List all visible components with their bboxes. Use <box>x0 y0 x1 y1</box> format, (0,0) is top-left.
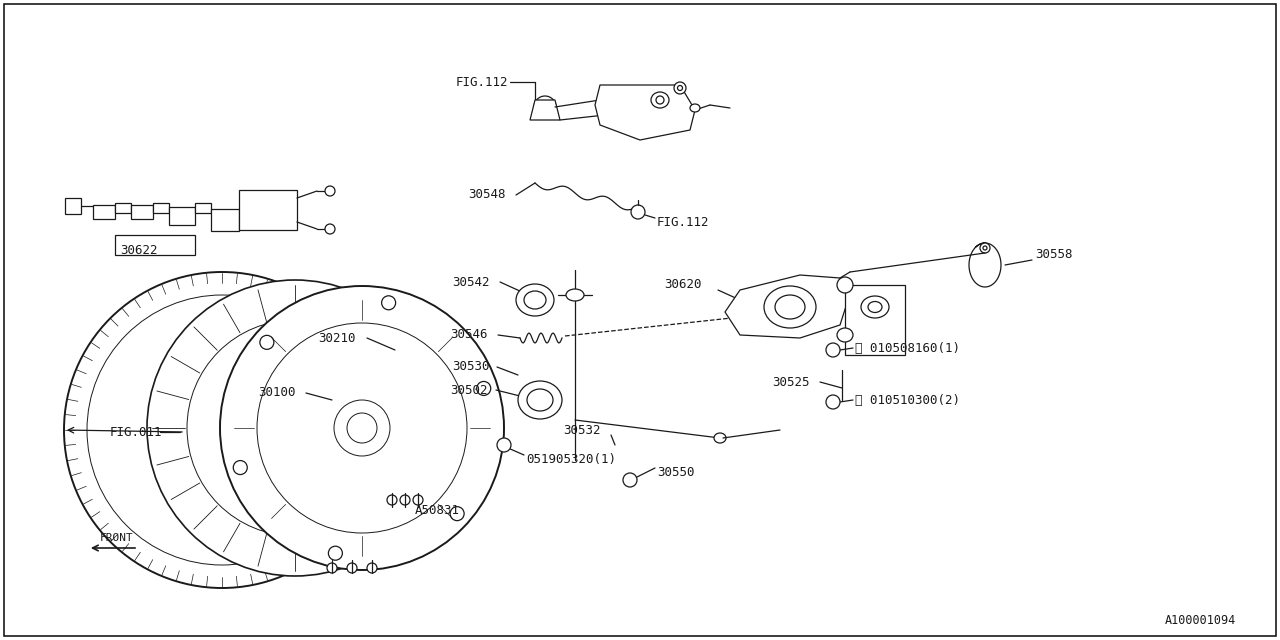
Circle shape <box>325 224 335 234</box>
Ellipse shape <box>764 286 817 328</box>
Bar <box>211 209 239 231</box>
Circle shape <box>257 323 467 533</box>
Ellipse shape <box>527 389 553 411</box>
Circle shape <box>399 495 410 505</box>
Circle shape <box>204 412 241 448</box>
Text: FRONT: FRONT <box>100 533 133 543</box>
Circle shape <box>347 413 378 443</box>
Text: FIG.112: FIG.112 <box>657 216 709 228</box>
Circle shape <box>220 286 504 570</box>
Ellipse shape <box>714 433 726 443</box>
Text: Ⓑ 010510300(2): Ⓑ 010510300(2) <box>855 394 960 406</box>
Text: A100001094: A100001094 <box>1165 614 1236 627</box>
Text: FIG.112: FIG.112 <box>456 76 508 88</box>
Circle shape <box>268 400 323 456</box>
Circle shape <box>166 375 276 485</box>
Circle shape <box>387 495 397 505</box>
Bar <box>115 235 195 255</box>
Text: Ⓑ 010508160(1): Ⓑ 010508160(1) <box>855 342 960 355</box>
Circle shape <box>326 563 337 573</box>
Text: A50831: A50831 <box>415 504 460 516</box>
Circle shape <box>413 495 422 505</box>
Polygon shape <box>724 275 849 338</box>
Text: 30622: 30622 <box>120 243 157 257</box>
Ellipse shape <box>675 82 686 94</box>
Ellipse shape <box>518 381 562 419</box>
Circle shape <box>260 335 274 349</box>
Bar <box>195 203 211 213</box>
Ellipse shape <box>837 328 852 342</box>
Text: 30502: 30502 <box>451 383 488 397</box>
Polygon shape <box>530 100 561 120</box>
Ellipse shape <box>774 295 805 319</box>
Ellipse shape <box>980 243 989 253</box>
Text: 30100: 30100 <box>259 387 296 399</box>
Circle shape <box>347 563 357 573</box>
Bar <box>239 190 297 230</box>
Text: 051905320(1): 051905320(1) <box>526 454 616 467</box>
Circle shape <box>187 320 403 536</box>
Bar <box>169 207 195 225</box>
Circle shape <box>497 438 511 452</box>
Ellipse shape <box>534 96 556 118</box>
Bar <box>131 205 154 219</box>
Ellipse shape <box>657 96 664 104</box>
Circle shape <box>233 461 247 474</box>
Ellipse shape <box>516 284 554 316</box>
Bar <box>845 285 905 355</box>
Ellipse shape <box>837 277 852 293</box>
Circle shape <box>325 186 335 196</box>
Circle shape <box>451 507 465 521</box>
Circle shape <box>253 386 337 470</box>
Circle shape <box>826 343 840 357</box>
Circle shape <box>184 392 260 468</box>
Text: 30530: 30530 <box>452 360 489 374</box>
Circle shape <box>623 473 637 487</box>
Ellipse shape <box>677 86 682 90</box>
Circle shape <box>476 381 490 396</box>
Ellipse shape <box>861 296 890 318</box>
Bar <box>93 205 115 219</box>
Circle shape <box>826 395 840 409</box>
Bar <box>115 203 131 213</box>
Circle shape <box>147 280 443 576</box>
Text: FIG.011: FIG.011 <box>110 426 163 438</box>
Text: 30542: 30542 <box>452 275 489 289</box>
Text: 30532: 30532 <box>563 424 600 436</box>
Text: 30548: 30548 <box>468 189 506 202</box>
Ellipse shape <box>566 289 584 301</box>
Ellipse shape <box>868 301 882 312</box>
Ellipse shape <box>540 102 550 112</box>
Circle shape <box>64 272 380 588</box>
Text: 30550: 30550 <box>657 465 695 479</box>
Circle shape <box>334 400 390 456</box>
Ellipse shape <box>690 104 700 112</box>
Circle shape <box>367 563 378 573</box>
Ellipse shape <box>983 246 987 250</box>
Circle shape <box>87 295 357 565</box>
Text: 30210: 30210 <box>317 332 356 344</box>
Bar <box>65 198 81 214</box>
Bar <box>154 203 169 213</box>
Circle shape <box>329 546 342 560</box>
Ellipse shape <box>652 92 669 108</box>
Text: 30558: 30558 <box>1036 248 1073 262</box>
Text: 30546: 30546 <box>451 328 488 342</box>
Polygon shape <box>595 85 695 140</box>
Text: 30620: 30620 <box>664 278 701 291</box>
Circle shape <box>381 296 396 310</box>
Ellipse shape <box>524 291 547 309</box>
Circle shape <box>631 205 645 219</box>
Text: 30525: 30525 <box>772 376 809 388</box>
